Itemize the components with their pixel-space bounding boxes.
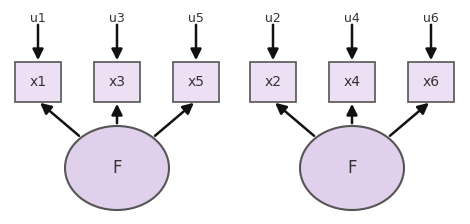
FancyBboxPatch shape (329, 62, 375, 102)
Text: u5: u5 (188, 12, 204, 25)
Text: x1: x1 (30, 75, 47, 89)
Text: x2: x2 (265, 75, 282, 89)
Text: F: F (112, 159, 122, 177)
Text: u1: u1 (30, 12, 46, 25)
Text: u4: u4 (344, 12, 360, 25)
FancyBboxPatch shape (250, 62, 296, 102)
Text: u6: u6 (423, 12, 439, 25)
Ellipse shape (300, 126, 404, 210)
Text: x6: x6 (423, 75, 439, 89)
FancyBboxPatch shape (15, 62, 61, 102)
Text: x4: x4 (344, 75, 360, 89)
FancyBboxPatch shape (173, 62, 219, 102)
Text: F: F (347, 159, 357, 177)
Ellipse shape (65, 126, 169, 210)
FancyBboxPatch shape (408, 62, 454, 102)
Text: x3: x3 (109, 75, 125, 89)
Text: x5: x5 (188, 75, 204, 89)
Text: u2: u2 (265, 12, 281, 25)
FancyBboxPatch shape (94, 62, 140, 102)
Text: u3: u3 (109, 12, 125, 25)
